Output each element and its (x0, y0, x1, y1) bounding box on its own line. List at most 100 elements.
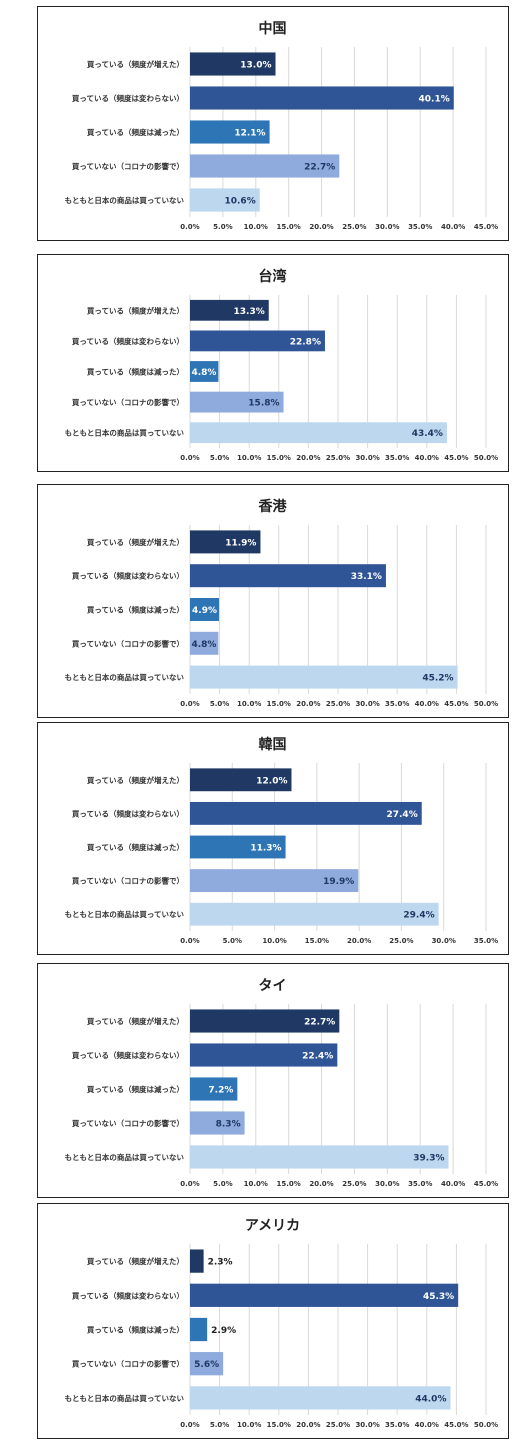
tick-label: 20.0% (309, 1180, 333, 1188)
category-label: 買っている（頻度は減った） (87, 1325, 184, 1335)
bar (190, 1043, 338, 1067)
tick-label: 10.0% (237, 700, 261, 708)
tick-label: 15.0% (267, 1421, 291, 1429)
bar (190, 1077, 238, 1101)
data-label: 27.4% (386, 810, 417, 820)
bar (190, 154, 340, 178)
tick-label: 50.0% (474, 454, 498, 462)
category-label: 買っていない（コロナの影響で） (72, 1118, 184, 1128)
category-label: 買っていない（コロナの影響で） (72, 876, 184, 886)
bar (190, 530, 261, 554)
data-label: 19.9% (323, 877, 354, 887)
tick-label: 30.0% (375, 223, 399, 231)
chart-svg-usa: アメリカ 0.0% 5.0% 10.0% 15.0% 20.0% 25.0% 30.0% 35.… (65, 1218, 498, 1429)
chart-svg-hongkong: 香港 0.0% 5.0% 10.0% 15.0% 20.0% 25.0% 30.0% 35.0%… (65, 498, 498, 708)
tick-label: 10.0% (244, 223, 268, 231)
data-label: 43.4% (412, 429, 443, 439)
bar (190, 52, 276, 76)
bar (190, 665, 458, 689)
tick-label: 0.0% (180, 1421, 199, 1429)
data-label: 12.1% (234, 129, 265, 139)
data-label: 7.2% (208, 1086, 233, 1096)
bar (190, 330, 325, 352)
tick-label: 20.0% (309, 223, 333, 231)
data-label: 45.3% (423, 1292, 454, 1302)
tick-label: 5.0% (223, 937, 242, 945)
data-label: 12.0% (256, 776, 287, 786)
data-label: 22.4% (302, 1052, 333, 1062)
bar (190, 1352, 224, 1376)
tick-label: 25.0% (342, 1180, 366, 1188)
category-label: 買っている（頻度が増えた） (87, 59, 184, 69)
tick-label: 35.0% (385, 454, 409, 462)
tick-label: 45.0% (444, 1421, 468, 1429)
bar (190, 768, 292, 792)
chart-svg-thailand: タイ 0.0% 5.0% 10.0% 15.0% 20.0% 25.0% 30.0% 35.0%… (65, 978, 498, 1188)
chart-svg-korea: 韓国 0.0% 5.0% 10.0% 15.0% 20.0% 25.0% 30.0% 35.0%… (65, 736, 498, 945)
chart-panel-hongkong: 香港 0.0% 5.0% 10.0% 15.0% 20.0% 25.0% 30.0% 35.0%… (37, 484, 509, 718)
category-label: もともと日本の商品は買っていない (65, 672, 185, 682)
data-label: 44.0% (415, 1394, 446, 1404)
tick-label: 35.0% (385, 700, 409, 708)
chart-panel-china: 中国 0.0% 5.0% 10.0% 15.0% 20.0% 25.0% 30.0% 35.0%… (37, 6, 509, 241)
category-label: 買っている（頻度は変わらない） (72, 571, 184, 581)
category-label: もともと日本の商品は買っていない (65, 1152, 185, 1162)
chart-title: アメリカ (245, 1218, 300, 1234)
data-label: 40.1% (419, 95, 450, 105)
tick-label: 35.0% (408, 223, 432, 231)
data-label: 33.1% (351, 572, 382, 582)
bar (190, 188, 260, 212)
category-label: もともと日本の商品は買っていない (65, 1393, 185, 1403)
category-label: 買っている（頻度は減った） (87, 1084, 184, 1094)
data-label: 45.2% (422, 674, 453, 684)
chart-svg-taiwan: 台湾 0.0% 5.0% 10.0% 15.0% 20.0% 25.0% 30.0% 35.0%… (65, 268, 498, 462)
data-label: 22.8% (290, 337, 321, 347)
bar (190, 299, 269, 321)
tick-label: 0.0% (180, 937, 199, 945)
data-label: 2.3% (208, 1258, 233, 1268)
tick-label: 45.0% (444, 454, 468, 462)
bar (190, 564, 386, 588)
tick-label: 30.0% (375, 1180, 399, 1188)
data-label: 22.7% (304, 163, 335, 173)
chart-panel-korea: 韓国 0.0% 5.0% 10.0% 15.0% 20.0% 25.0% 30.0% 35.0%… (37, 722, 509, 955)
bar (190, 1283, 459, 1307)
data-label: 13.0% (240, 61, 271, 71)
tick-label: 15.0% (277, 1180, 301, 1188)
chart-svg-china: 中国 0.0% 5.0% 10.0% 15.0% 20.0% 25.0% 30.0% 35.0%… (65, 20, 498, 231)
data-label: 2.9% (211, 1326, 236, 1336)
data-label: 13.3% (234, 307, 265, 317)
tick-label: 5.0% (210, 1421, 229, 1429)
tick-label: 10.0% (237, 454, 261, 462)
bar (190, 1317, 208, 1342)
chart-title: 台湾 (259, 268, 287, 285)
tick-label: 20.0% (296, 454, 320, 462)
category-label: 買っていない（コロナの影響で） (72, 397, 184, 407)
data-label: 4.8% (191, 640, 216, 650)
tick-label: 5.0% (213, 1180, 232, 1188)
tick-label: 0.0% (180, 223, 199, 231)
tick-label: 20.0% (296, 700, 320, 708)
chart-title: タイ (259, 978, 287, 994)
category-label: 買っていない（コロナの影響で） (72, 1359, 184, 1369)
category-label: 買っている（頻度が増えた） (87, 305, 184, 315)
bar (190, 631, 219, 655)
category-label: 買っている（頻度は変わらない） (72, 93, 184, 103)
tick-label: 45.0% (474, 1180, 498, 1188)
category-label: 買っている（頻度は変わらない） (72, 336, 184, 346)
category-label: 買っている（頻度は変わらない） (72, 1050, 184, 1060)
bar (190, 86, 454, 110)
tick-label: 50.0% (474, 700, 498, 708)
data-label: 11.9% (225, 538, 256, 548)
data-label: 15.8% (248, 399, 279, 409)
data-label: 10.6% (224, 197, 255, 207)
tick-label: 30.0% (432, 937, 456, 945)
category-label: 買っている（頻度は減った） (87, 605, 184, 615)
category-label: 買っていない（コロナの影響で） (72, 638, 184, 648)
category-label: 買っていない（コロナの影響で） (72, 161, 184, 171)
tick-label: 50.0% (474, 1421, 498, 1429)
tick-label: 15.0% (267, 454, 291, 462)
tick-label: 15.0% (277, 223, 301, 231)
chart-title: 韓国 (259, 736, 287, 753)
data-label: 4.9% (192, 606, 217, 616)
